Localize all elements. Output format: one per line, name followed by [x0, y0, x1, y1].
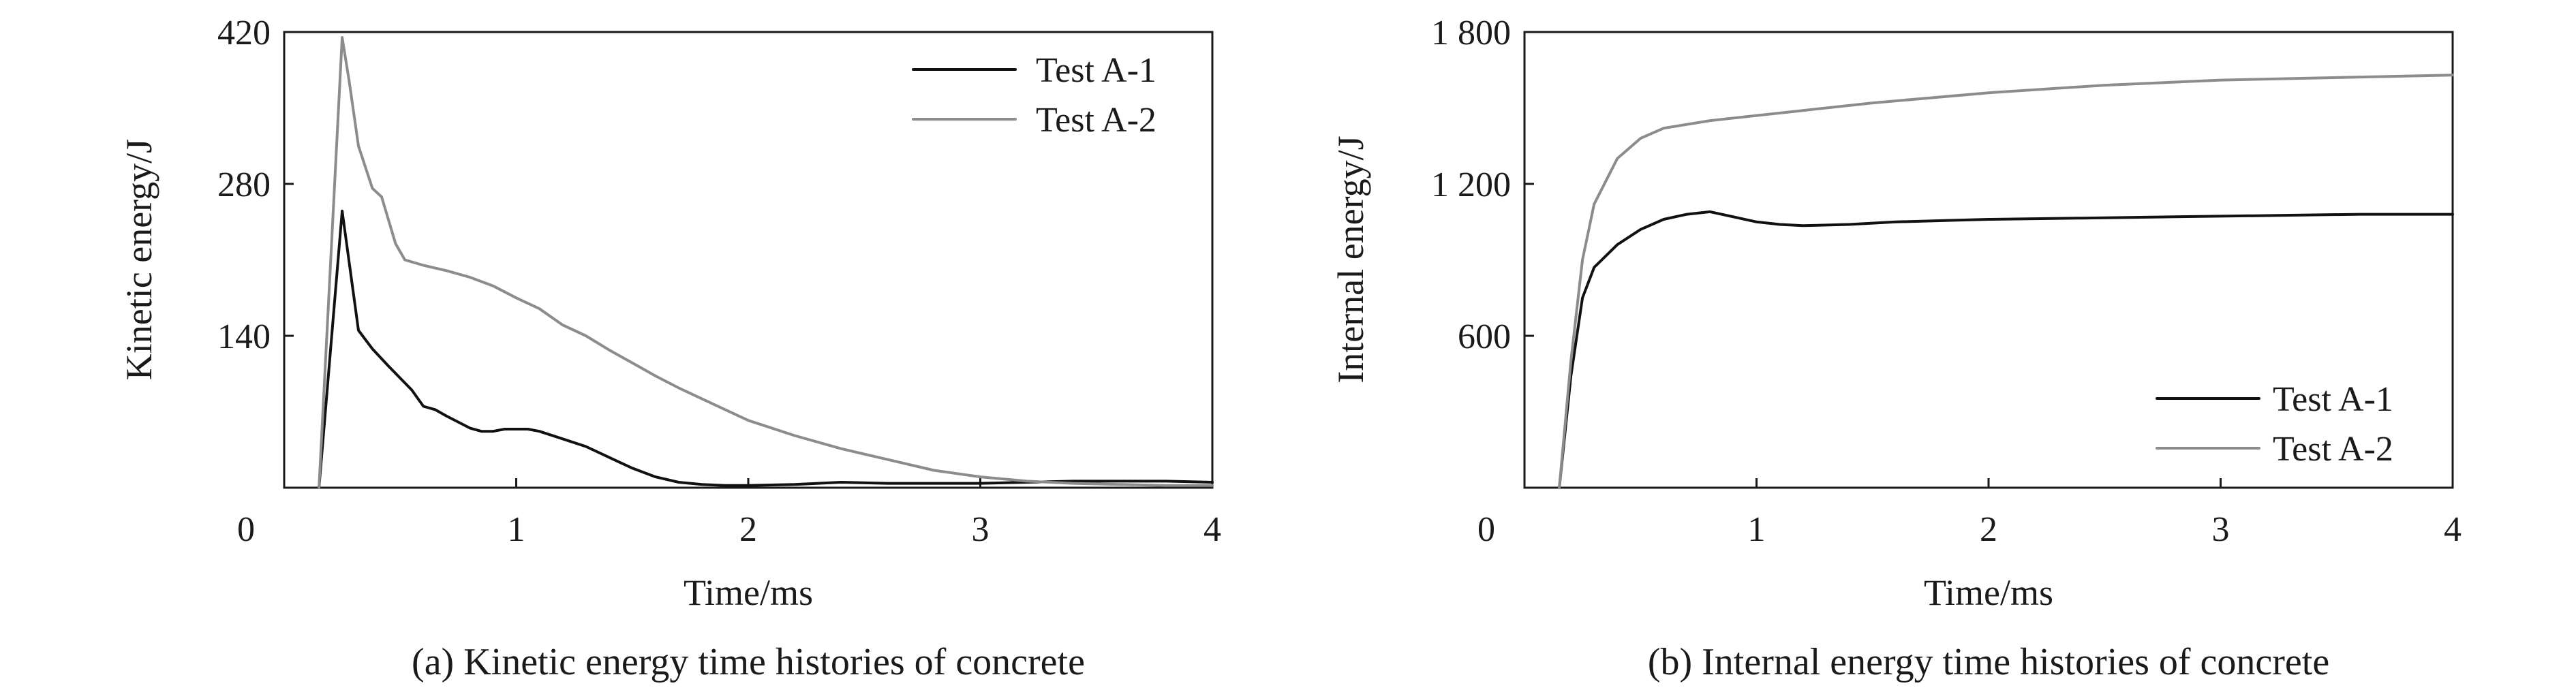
x-tick-label-2: 2 — [1980, 510, 1997, 549]
series-lines — [1558, 74, 2454, 489]
y-axis-label: Kinetic energy/J — [119, 139, 159, 380]
legend-label-test-a2: Test A-2 — [1036, 101, 1156, 140]
legend: Test A-1 Test A-2 — [912, 51, 1156, 140]
series-line-test-a-1 — [1558, 210, 2454, 489]
legend: Test A-1 Test A-2 — [2156, 380, 2393, 469]
y-tick-label-1-200: 1 200 — [1431, 166, 1511, 204]
x-tick-label-4: 4 — [1203, 510, 1221, 549]
series-line-test-a-1 — [318, 209, 1214, 489]
y-tick-label-140: 140 — [217, 317, 271, 356]
tick-label-origin: 0 — [237, 510, 255, 549]
y-tick-label-600: 600 — [1458, 317, 1511, 356]
kinetic-energy-chart: 0 1 2 3 4 140 280 420 Test A-1 Test A-2 Kinetic… — [119, 14, 1221, 683]
legend-label-test-a1: Test A-1 — [2273, 380, 2393, 419]
y-axis-label: Internal energy/J — [1330, 136, 1371, 383]
x-axis-label: Time/ms — [684, 572, 813, 613]
x-tick-label-4: 4 — [2444, 510, 2462, 549]
tick-label-origin: 0 — [1477, 510, 1495, 549]
x-axis-label: Time/ms — [1924, 572, 2053, 613]
y-tick-label-280: 280 — [217, 166, 271, 204]
legend-label-test-a2: Test A-2 — [2273, 430, 2393, 469]
x-tick-label-2: 2 — [739, 510, 757, 549]
chart-caption: (b) Internal energy time histories of co… — [1648, 641, 2329, 683]
series-line-test-a-2 — [1558, 74, 2454, 489]
x-tick-label-3: 3 — [2212, 510, 2230, 549]
y-tick-label-1-800: 1 800 — [1431, 14, 1511, 52]
plot-frame — [1523, 31, 2454, 489]
chart-caption: (a) Kinetic energy time histories of con… — [412, 641, 1085, 683]
legend-label-test-a1: Test A-1 — [1036, 51, 1156, 90]
internal-energy-chart: 0 1 2 3 4 600 1 200 1 800 Test A-1 Test A-2 Int… — [1330, 14, 2462, 683]
series-lines — [318, 36, 1214, 489]
x-tick-label-3: 3 — [972, 510, 990, 549]
x-tick-label-1: 1 — [508, 510, 525, 549]
y-tick-label-420: 420 — [217, 14, 271, 52]
axis-ticks: 0 1 2 3 4 600 1 200 1 800 — [1431, 14, 2462, 549]
series-line-test-a-2 — [318, 36, 1214, 489]
axis-ticks: 0 1 2 3 4 140 280 420 — [217, 14, 1221, 549]
x-tick-label-1: 1 — [1748, 510, 1766, 549]
